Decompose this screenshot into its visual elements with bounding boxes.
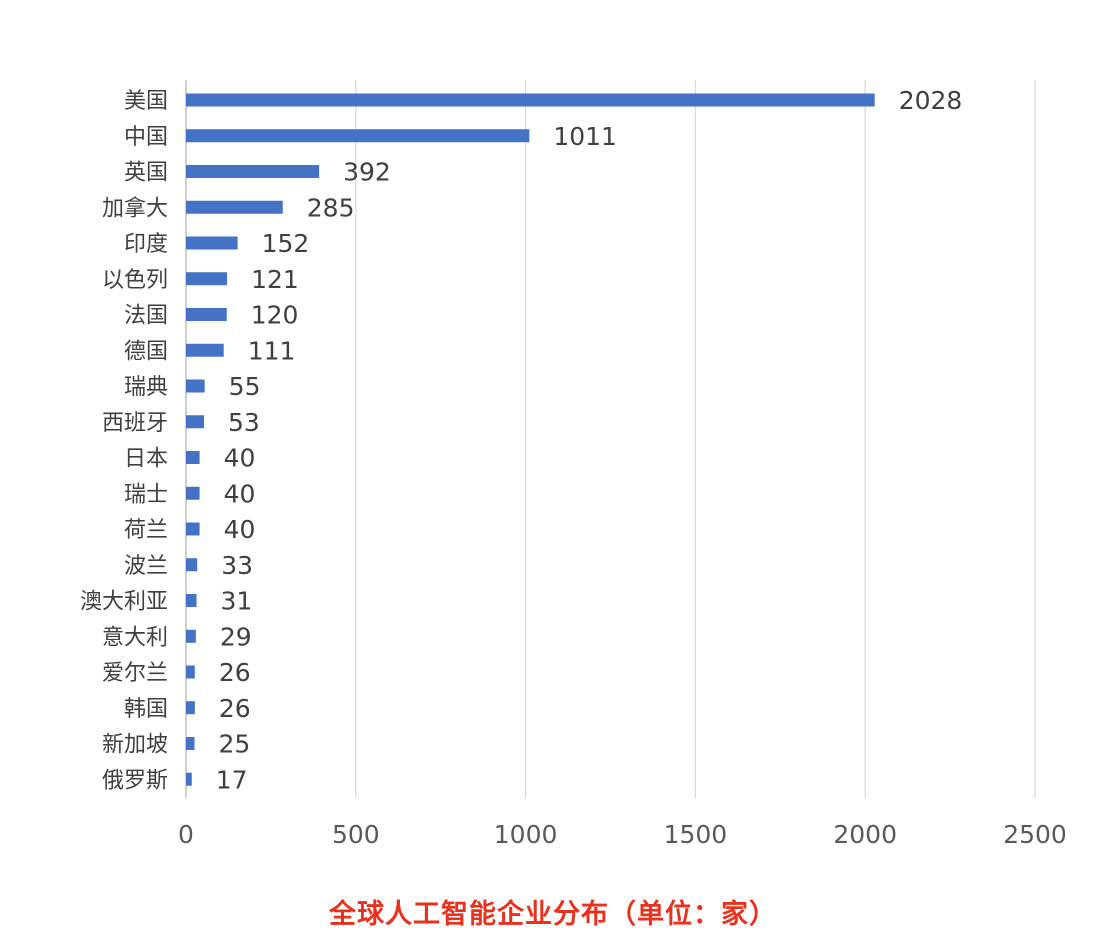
data-label: 392 xyxy=(343,158,391,187)
category-label: 中国 xyxy=(124,125,168,150)
bars xyxy=(186,93,875,786)
category-label: 澳大利亚 xyxy=(80,590,168,615)
data-label: 29 xyxy=(220,622,252,651)
data-label: 120 xyxy=(251,301,299,330)
chart-caption: 全球人工智能企业分布（单位：家） xyxy=(329,899,777,930)
data-label: 2028 xyxy=(899,86,963,115)
bar xyxy=(186,236,238,250)
data-label: 40 xyxy=(224,444,256,473)
bar xyxy=(186,129,530,143)
data-label: 285 xyxy=(307,193,355,222)
bar xyxy=(186,772,192,786)
bar xyxy=(186,629,196,643)
data-label: 1011 xyxy=(553,122,617,151)
category-labels: 美国中国英国加拿大印度以色列法国德国瑞典西班牙日本瑞士荷兰波兰澳大利亚意大利爱尔… xyxy=(80,89,168,793)
data-label: 55 xyxy=(229,372,261,401)
category-label: 以色列 xyxy=(102,268,168,293)
bar xyxy=(186,451,200,464)
chart-svg: 美国中国英国加拿大印度以色列法国德国瑞典西班牙日本瑞士荷兰波兰澳大利亚意大利爱尔… xyxy=(80,80,1067,849)
category-label: 英国 xyxy=(124,161,168,186)
category-label: 爱尔兰 xyxy=(102,661,168,686)
category-label: 德国 xyxy=(124,339,168,364)
x-tick-label: 1500 xyxy=(664,820,728,849)
bar xyxy=(186,165,320,178)
data-label: 53 xyxy=(228,408,260,437)
category-label: 印度 xyxy=(124,232,168,257)
bar xyxy=(186,308,227,321)
bar xyxy=(186,200,283,214)
bar xyxy=(186,272,228,286)
bar xyxy=(186,486,200,500)
data-label: 111 xyxy=(248,336,296,365)
data-label: 25 xyxy=(218,730,250,759)
x-tick-labels: 0 500 1000 1500 2000 2500 xyxy=(178,820,1067,849)
bar xyxy=(186,93,875,107)
x-tick-label: 2500 xyxy=(1003,820,1067,849)
category-label: 韩国 xyxy=(124,697,168,722)
category-label: 美国 xyxy=(124,89,168,114)
data-label: 121 xyxy=(251,265,299,294)
bar xyxy=(186,522,200,536)
bar xyxy=(186,415,204,429)
bar xyxy=(186,594,197,607)
x-tick-label: 2000 xyxy=(833,820,897,849)
category-label: 荷兰 xyxy=(124,518,168,543)
data-label: 31 xyxy=(221,587,253,616)
data-label: 26 xyxy=(219,658,251,687)
category-label: 意大利 xyxy=(102,625,168,650)
bar xyxy=(186,343,224,357)
bar xyxy=(186,737,195,750)
category-label: 新加坡 xyxy=(102,733,168,758)
category-label: 西班牙 xyxy=(102,411,168,436)
x-tick-label: 1000 xyxy=(494,820,558,849)
data-label: 40 xyxy=(224,479,256,508)
data-label: 152 xyxy=(262,229,310,258)
data-label: 33 xyxy=(221,551,253,580)
bar xyxy=(186,701,195,715)
data-label: 26 xyxy=(219,694,251,723)
grid-lines xyxy=(185,80,1036,798)
x-tick-label: 0 xyxy=(178,820,194,849)
bar xyxy=(186,665,195,679)
bar-chart: 美国中国英国加拿大印度以色列法国德国瑞典西班牙日本瑞士荷兰波兰澳大利亚意大利爱尔… xyxy=(80,80,1067,849)
category-label: 加拿大 xyxy=(102,195,168,221)
category-label: 瑞士 xyxy=(124,482,168,507)
data-label: 17 xyxy=(216,765,248,794)
category-label: 俄罗斯 xyxy=(102,768,168,793)
category-label: 日本 xyxy=(124,447,168,472)
data-labels: 2028 1011 392 285 152 121 120 111 55 53 40 40 40 33 31… xyxy=(216,86,963,794)
x-tick-label: 500 xyxy=(332,820,380,849)
bar xyxy=(186,558,198,572)
data-label: 40 xyxy=(224,515,256,544)
category-label: 波兰 xyxy=(124,554,168,579)
bar xyxy=(186,379,205,393)
category-label: 瑞典 xyxy=(124,375,168,400)
category-label: 法国 xyxy=(124,304,168,329)
